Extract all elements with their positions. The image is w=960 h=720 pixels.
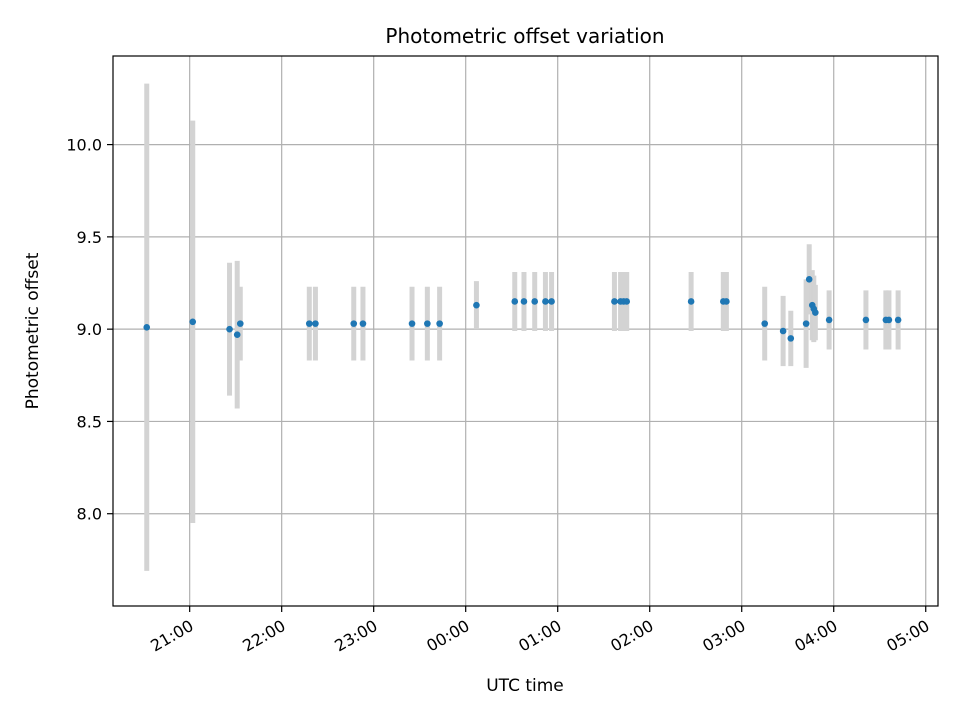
data-point (825, 316, 833, 324)
y-tick-label: 8.5 (77, 412, 102, 431)
data-point (305, 320, 313, 327)
data-point (623, 298, 631, 305)
data-point (473, 301, 480, 309)
x-tick-label: 21:00 (147, 616, 196, 656)
x-tick-label: 22:00 (239, 616, 288, 656)
data-point (542, 298, 549, 305)
data-point (531, 298, 539, 305)
y-tick-label: 9.0 (77, 320, 102, 339)
data-point (862, 316, 870, 324)
data-point (424, 320, 431, 327)
y-tick-label: 8.0 (77, 505, 102, 524)
data-point (894, 316, 902, 324)
x-tick-label: 00:00 (423, 616, 472, 656)
chart-title: Photometric offset variation (385, 24, 664, 48)
x-tick-label: 05:00 (883, 616, 932, 656)
data-point (408, 320, 416, 327)
data-point (805, 276, 813, 283)
y-axis-label: Photometric offset (23, 252, 43, 409)
x-axis-label: UTC time (486, 676, 564, 696)
plot-frame (112, 55, 939, 607)
data-point (885, 316, 893, 324)
data-point (787, 335, 795, 342)
data-point (189, 318, 197, 326)
data-point (226, 325, 233, 333)
data-point (236, 320, 244, 327)
data-point (233, 331, 241, 338)
grid (113, 56, 938, 606)
x-tick-label: 23:00 (331, 616, 380, 656)
data-point (611, 298, 618, 305)
data-point (548, 298, 555, 305)
y-tick-label: 10.0 (66, 136, 102, 155)
error-bars (144, 83, 901, 571)
data-point (779, 327, 787, 335)
data-point (687, 298, 695, 305)
data-point (723, 298, 730, 305)
data-point (812, 309, 819, 316)
data-point (511, 298, 519, 305)
y-tick-label: 9.5 (77, 228, 102, 247)
y-axis: 8.0 8.5 9.0 9.5 10.0 (66, 136, 113, 524)
data-point (359, 320, 367, 327)
x-axis: 21:00 22:00 23:00 00:00 01:00 02:00 03:00 04:00… (147, 606, 933, 656)
data-point (802, 320, 810, 327)
x-tick-label: 04:00 (791, 616, 840, 656)
data-point (143, 324, 151, 331)
data-point (436, 320, 443, 327)
data-point (761, 320, 769, 327)
x-tick-label: 03:00 (699, 616, 748, 656)
x-tick-label: 02:00 (607, 616, 656, 656)
data-point (350, 320, 358, 327)
data-points (143, 276, 902, 342)
data-point (520, 298, 528, 305)
data-point (312, 320, 319, 327)
x-tick-label: 01:00 (515, 616, 564, 656)
